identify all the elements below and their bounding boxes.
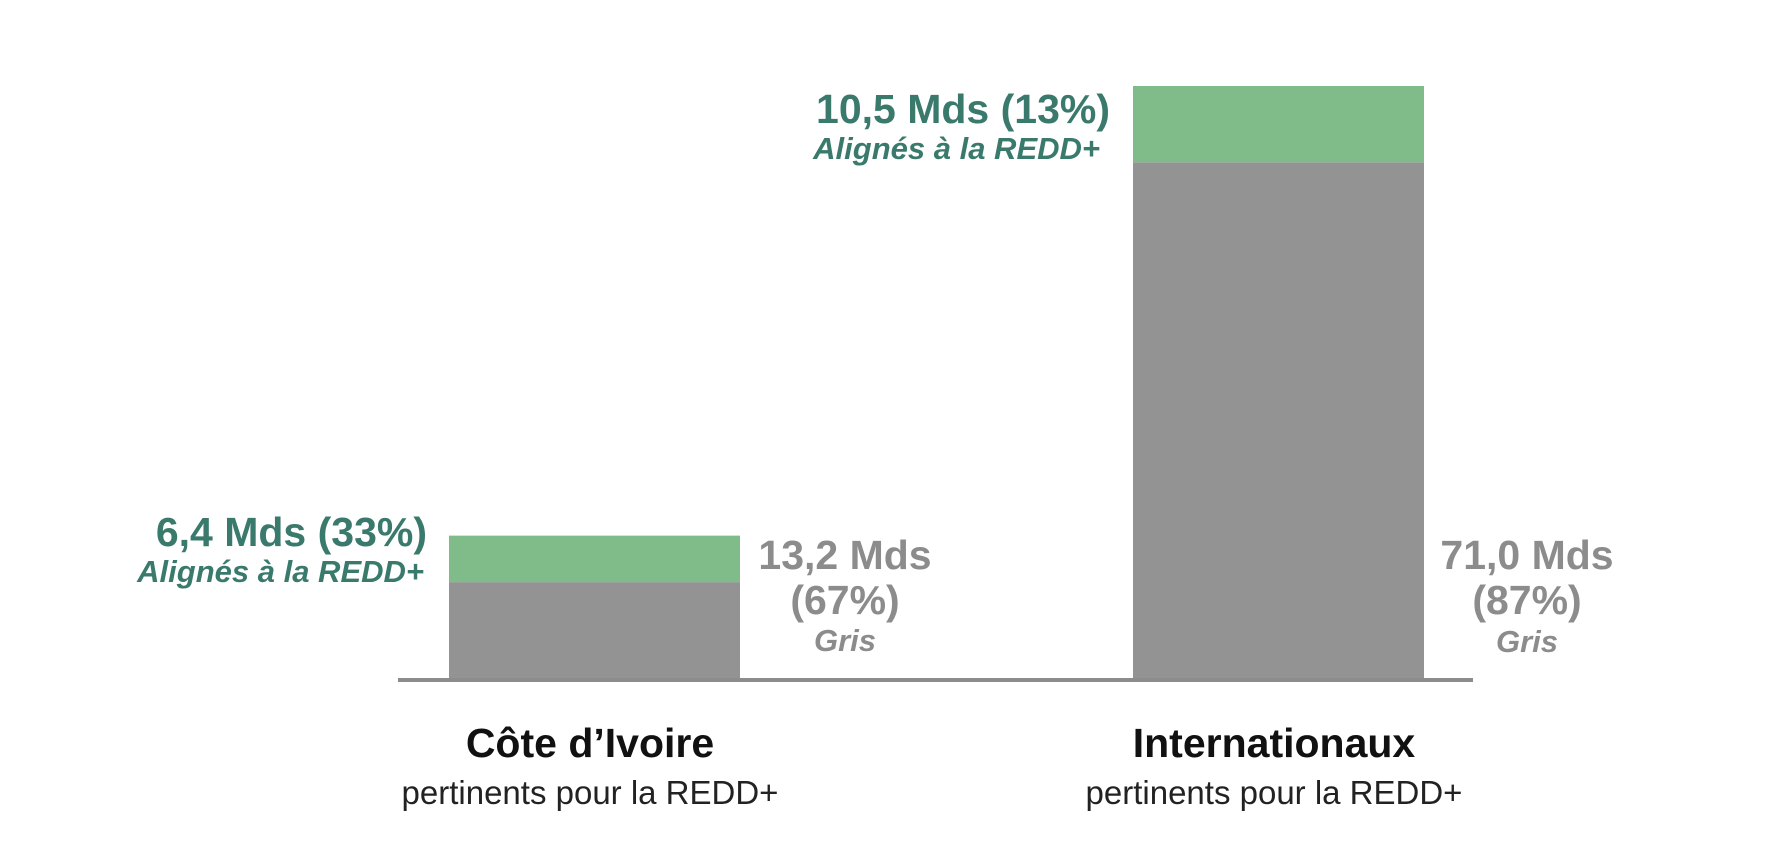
grey-caption-internationaux: Gris [1496, 624, 1558, 659]
category-title-cote-divoire: Côte d’Ivoire [466, 720, 714, 766]
grey-caption-cote-divoire: Gris [814, 623, 876, 658]
aligned-value-label-cote-divoire: 6,4 Mds (33%) [156, 509, 427, 555]
category-title-internationaux: Internationaux [1133, 720, 1416, 766]
bars-layer [449, 86, 1424, 678]
category-subtitle-internationaux: pertinents pour la REDD+ [1086, 774, 1463, 811]
grey-value-label-cote-divoire: 13,2 Mds [758, 532, 931, 578]
aligned-caption-internationaux: Alignés à la REDD+ [812, 131, 1100, 166]
aligned-value-label-internationaux: 10,5 Mds (13%) [816, 86, 1110, 132]
category-subtitle-cote-divoire: pertinents pour la REDD+ [402, 774, 779, 811]
bar-segment-grey-cote-divoire [449, 582, 740, 678]
bar-segment-aligned-cote-divoire [449, 535, 740, 583]
bar-segment-aligned-internationaux [1133, 86, 1424, 163]
grey-percent-label-internationaux: (87%) [1472, 577, 1581, 623]
grey-percent-label-cote-divoire: (67%) [790, 577, 899, 623]
grey-value-label-internationaux: 71,0 Mds [1440, 532, 1613, 578]
aligned-caption-cote-divoire: Alignés à la REDD+ [136, 554, 424, 589]
bar-segment-grey-internationaux [1133, 162, 1424, 678]
